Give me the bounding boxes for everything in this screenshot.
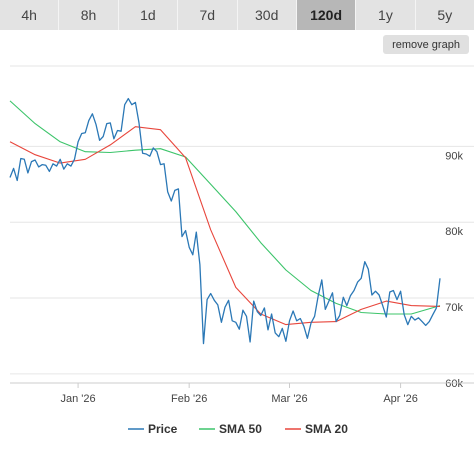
plot-area: 60k 70k 80k 90k Jan '26 Feb '26 Mar '26 Apr '26…	[9, 65, 474, 436]
range-tabs: 4h 8h 1d 7d 30d 120d 1y 5y	[0, 0, 474, 30]
sma-20-line	[9, 126, 441, 326]
tab-8h[interactable]: 8h	[59, 0, 119, 30]
tab-120d[interactable]: 120d	[296, 0, 357, 30]
x-tick-label: Feb '26	[171, 393, 207, 405]
remove-graph-button[interactable]: remove graph	[383, 35, 469, 54]
legend-label-sma-50: SMA 50	[219, 422, 262, 436]
y-tick-label: 70k	[445, 302, 463, 314]
tab-4h[interactable]: 4h	[0, 0, 60, 30]
x-tick-label: Apr '26	[383, 393, 418, 405]
tab-7d[interactable]: 7d	[178, 0, 238, 30]
sma-50-line	[9, 100, 441, 315]
x-tick-label: Jan '26	[61, 393, 96, 405]
tab-5y[interactable]: 5y	[437, 7, 453, 23]
tab-1d[interactable]: 1d	[119, 0, 179, 30]
x-tick-label: Mar '26	[271, 393, 307, 405]
price-line	[9, 97, 441, 345]
y-tick-label: 80k	[445, 226, 463, 238]
y-tick-label: 90k	[445, 150, 463, 162]
legend-label-sma-20: SMA 20	[305, 422, 348, 436]
legend-label-price: Price	[148, 422, 178, 436]
y-tick-label: 60k	[445, 378, 463, 390]
tab-30d[interactable]: 30d	[238, 0, 297, 30]
tab-1y[interactable]: 1y	[356, 0, 416, 30]
